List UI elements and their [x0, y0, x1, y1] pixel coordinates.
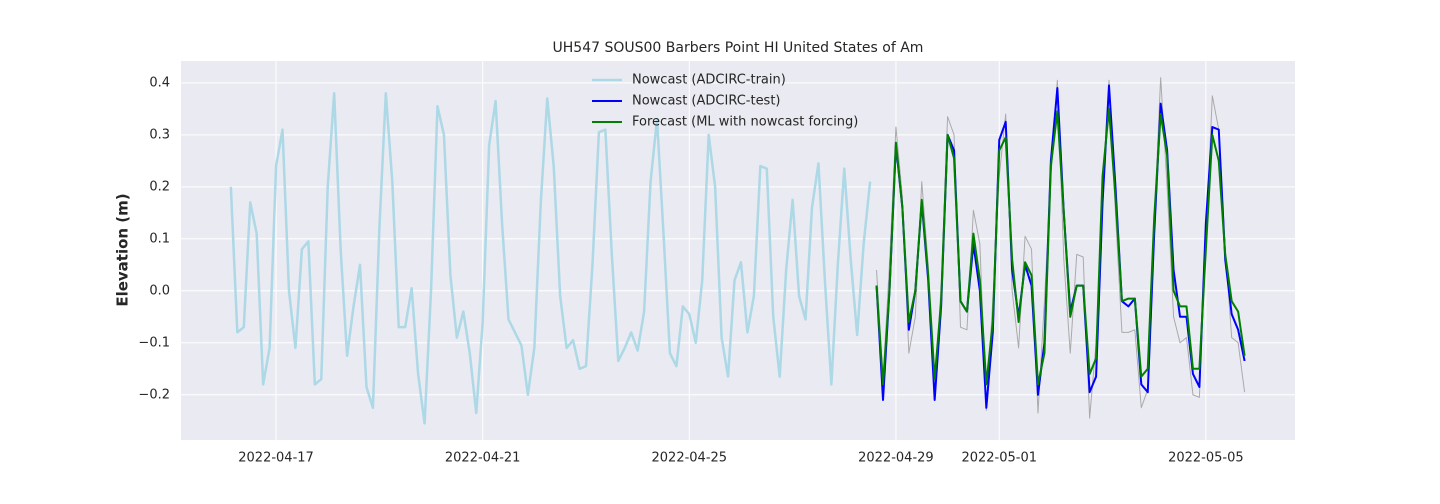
series-line — [875, 107, 1246, 386]
y-tick-label: 0.2 — [149, 179, 170, 194]
legend-label: Nowcast (ADCIRC-test) — [632, 94, 781, 109]
x-tick-label: 2022-04-29 — [858, 451, 934, 466]
legend-label: Nowcast (ADCIRC-train) — [632, 73, 786, 88]
x-tick-label: 2022-04-21 — [445, 451, 521, 466]
x-tick-label: 2022-04-25 — [652, 451, 728, 466]
y-tick-label: 0.4 — [149, 75, 170, 90]
chart-title: UH547 SOUS00 Barbers Point HI United Sta… — [553, 40, 924, 56]
x-tick-label: 2022-04-17 — [238, 451, 314, 466]
y-tick-label: 0.1 — [149, 231, 170, 246]
y-axis-label: Elevation (m) — [114, 193, 132, 306]
y-tick-label: −0.2 — [138, 387, 170, 402]
x-tick-label: 2022-05-05 — [1168, 451, 1244, 466]
x-tick-label: 2022-05-01 — [961, 451, 1037, 466]
series-line — [229, 91, 872, 425]
y-tick-label: 0.3 — [149, 127, 170, 142]
y-tick-label: 0.0 — [149, 283, 170, 298]
legend-label: Forecast (ML with nowcast forcing) — [632, 115, 858, 130]
y-tick-label: −0.1 — [138, 335, 170, 350]
